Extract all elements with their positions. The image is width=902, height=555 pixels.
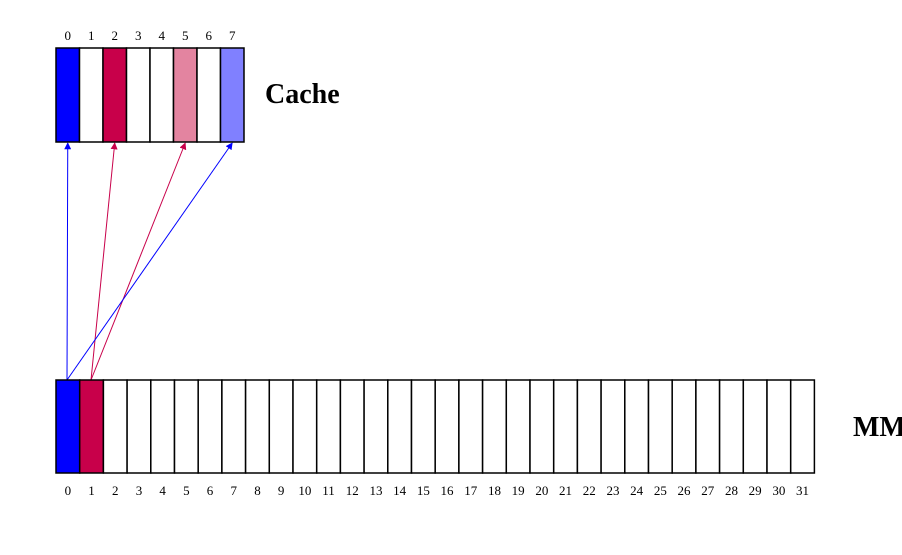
mapping-arrow-1-to-2 <box>90 142 118 381</box>
memory-block-label: 19 <box>512 483 525 498</box>
memory-block-label: 3 <box>136 483 143 498</box>
memory-block-label: 1 <box>88 483 95 498</box>
memory-block-label: 14 <box>393 483 407 498</box>
memory-block-label: 8 <box>254 483 261 498</box>
cache-slot-label: 2 <box>112 28 119 43</box>
cache-slot-7 <box>219 47 245 143</box>
memory-block-12 <box>339 379 365 474</box>
memory-block-2 <box>102 379 128 474</box>
cache-slot-1 <box>78 47 104 143</box>
memory-block-10 <box>292 379 318 474</box>
cache-label: Cache <box>265 79 340 110</box>
memory-block-18 <box>481 379 508 474</box>
memory-block-0 <box>55 379 81 474</box>
memory-block-label: 27 <box>701 483 715 498</box>
cache-slot-5 <box>172 47 198 143</box>
cache-slot-label: 6 <box>206 28 213 43</box>
memory-block-13 <box>363 379 389 474</box>
memory-block-26 <box>671 379 697 474</box>
memory-block-15 <box>410 379 436 474</box>
memory-block-label: 21 <box>559 483 572 498</box>
memory-block-label: 16 <box>441 483 455 498</box>
memory-block-8 <box>244 379 271 474</box>
memory-block-label: 0 <box>65 483 72 498</box>
memory-block-17 <box>458 379 484 474</box>
memory-block-6 <box>197 379 223 474</box>
memory-block-label: 23 <box>606 483 619 498</box>
main-memory-array: 0 1 2 3 4 5 6 7 8 9 10 11 12 13 14 15 16 17 18 19 20 21 22 23 24… <box>55 379 816 498</box>
memory-block-label: 26 <box>678 483 692 498</box>
mapping-arrows <box>64 142 233 381</box>
cache-slot-label: 4 <box>159 28 166 43</box>
memory-block-5 <box>173 379 199 474</box>
memory-block-20 <box>529 379 555 474</box>
mapping-arrow-0-to-7 <box>66 142 233 381</box>
memory-block-label: 28 <box>725 483 738 498</box>
memory-block-label: 10 <box>298 483 311 498</box>
memory-block-1 <box>78 379 105 474</box>
memory-block-27 <box>695 379 721 474</box>
main-memory-label: MM <box>853 412 902 443</box>
memory-block-11 <box>315 379 342 474</box>
memory-block-label: 5 <box>183 483 190 498</box>
memory-block-label: 30 <box>772 483 785 498</box>
cache-slot-label: 7 <box>229 28 236 43</box>
memory-block-23 <box>600 379 626 474</box>
mapping-arrow-1-to-5 <box>90 142 187 381</box>
memory-block-label: 6 <box>207 483 214 498</box>
memory-block-7 <box>221 379 247 474</box>
memory-block-31 <box>789 379 816 474</box>
memory-block-label: 11 <box>322 483 335 498</box>
memory-block-24 <box>624 379 650 474</box>
memory-block-label: 17 <box>464 483 478 498</box>
cache-slot-4 <box>149 47 175 143</box>
memory-block-label: 18 <box>488 483 501 498</box>
memory-block-14 <box>387 379 413 474</box>
memory-block-25 <box>647 379 673 474</box>
memory-block-4 <box>150 379 176 474</box>
memory-block-label: 12 <box>346 483 359 498</box>
memory-block-label: 20 <box>535 483 548 498</box>
memory-block-19 <box>505 379 531 474</box>
cache-slot-label: 5 <box>182 28 189 43</box>
memory-block-21 <box>552 379 579 474</box>
memory-block-label: 7 <box>231 483 238 498</box>
cache-slot-0 <box>55 47 81 143</box>
cache-slot-label: 1 <box>88 28 95 43</box>
memory-block-label: 4 <box>159 483 166 498</box>
memory-block-label: 31 <box>796 483 809 498</box>
cache-slot-6 <box>196 47 222 143</box>
cache-slot-label: 0 <box>65 28 72 43</box>
cache-slot-2 <box>102 47 128 143</box>
memory-block-3 <box>126 379 152 474</box>
mapping-arrow-0-to-0 <box>64 142 72 381</box>
memory-block-label: 9 <box>278 483 285 498</box>
memory-block-30 <box>766 379 792 474</box>
cache-array: 0 1 2 3 4 5 6 7 <box>55 28 245 143</box>
memory-block-label: 15 <box>417 483 430 498</box>
memory-block-16 <box>434 379 460 474</box>
cache-slot-3 <box>125 47 151 143</box>
memory-block-label: 29 <box>749 483 762 498</box>
memory-block-label: 2 <box>112 483 119 498</box>
memory-block-label: 22 <box>583 483 596 498</box>
memory-block-9 <box>268 379 294 474</box>
memory-block-28 <box>718 379 745 474</box>
cache-slot-label: 3 <box>135 28 142 43</box>
memory-block-label: 25 <box>654 483 667 498</box>
memory-block-29 <box>742 379 768 474</box>
memory-block-label: 24 <box>630 483 644 498</box>
memory-block-label: 13 <box>369 483 382 498</box>
memory-block-22 <box>576 379 602 474</box>
